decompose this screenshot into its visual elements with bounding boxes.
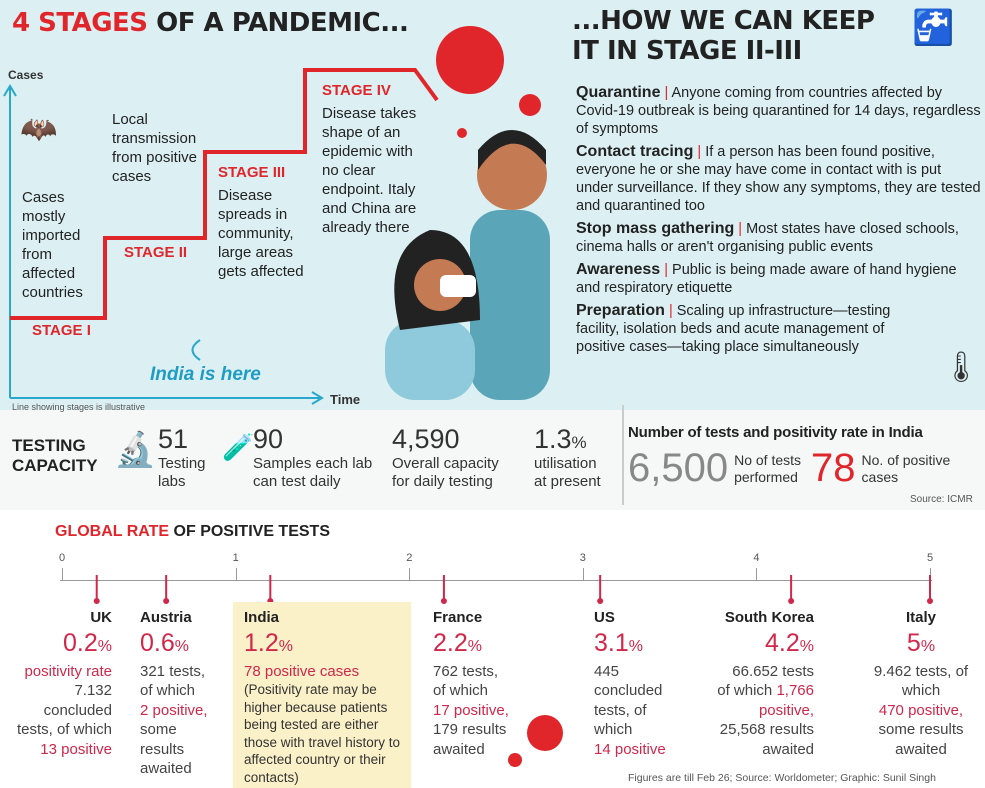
microscope-icon: 🔬 — [114, 431, 157, 469]
footer-source: Figures are till Feb 26; Source: Worldom… — [628, 772, 936, 784]
thermometer-icon: 🌡 — [942, 351, 981, 384]
stat-samples: 90 Samples each lab can test daily — [253, 424, 373, 490]
stage4-label: STAGE IV — [322, 82, 391, 99]
positive-label: No. of positive cases — [861, 452, 951, 485]
icmr-source: Source: ICMR — [910, 494, 973, 505]
tests-count: 6,500 — [628, 446, 729, 490]
stage-diagram — [3, 26, 550, 405]
divider — [622, 405, 624, 505]
stage1-text: Cases mostly imported from affected coun… — [22, 189, 83, 301]
axis-tick-label: 1 — [232, 552, 239, 564]
left-title: 4 STAGES OF A PANDEMIC... — [12, 8, 409, 38]
right-title: ...HOW WE CAN KEEP IT IN STAGE II-III — [572, 6, 875, 66]
testing-panel — [0, 410, 985, 510]
country-italy: Italy 5% 9.462 tests, of which 470 positive… — [873, 609, 969, 758]
y-axis-label: Cases — [8, 68, 44, 82]
rate-marker-italy — [927, 575, 933, 604]
stage2-label: STAGE II — [124, 244, 188, 261]
axis-tick — [409, 568, 411, 580]
measure-item: Contact tracing | If a person has been f… — [576, 143, 981, 214]
measures-list: Quarantine | Anyone coming from countrie… — [576, 84, 981, 356]
stage2-text: Local transmission from positive cases — [112, 111, 198, 185]
stage1-label: STAGE I — [32, 322, 91, 339]
tests-label: No of tests performed — [734, 452, 802, 485]
country-india: India 1.2% 78 positive cases (Positivity r… — [244, 609, 401, 785]
india-highlight-box — [233, 602, 411, 788]
stat-labs: 51 Testing labs — [158, 424, 206, 490]
axis-tick — [930, 568, 931, 580]
x-axis-label: Time — [330, 392, 361, 407]
handwash-icon: 🚰 — [912, 9, 955, 47]
axes — [3, 84, 324, 405]
measure-item: Awareness | Public is being made aware o… — [576, 261, 957, 296]
stage3-label: STAGE III — [218, 164, 286, 181]
stat-capacity: 4,590 Overall capacity for daily testing — [392, 424, 499, 490]
rate-marker-france — [440, 575, 447, 604]
people-illustration — [385, 130, 550, 400]
measure-item: Quarantine | Anyone coming from countrie… — [576, 84, 981, 137]
axis-tick-label: 4 — [753, 552, 760, 564]
axis-tick-label: 3 — [579, 552, 586, 564]
country-us: US 3.1% 445 concluded tests, of which 14 posi… — [594, 609, 666, 758]
virus-icon — [508, 715, 563, 767]
axis-tick — [582, 568, 584, 580]
global-title: GLOBAL RATE OF POSITIVE TESTS — [55, 523, 330, 540]
rate-marker-south-korea — [788, 575, 795, 604]
axis-tick-label: 5 — [927, 552, 934, 564]
bat-globe-icon: 🦇 — [20, 113, 58, 146]
stage3-text: Disease spreads in community, large area… — [218, 187, 304, 280]
rate-marker-austria — [163, 575, 170, 604]
stat-utilisation: 1.3% utilisation at present — [534, 424, 601, 490]
india-tests-row: 6,500 No of tests performed 78 No. of pos… — [628, 446, 950, 490]
axis-tick-label: 2 — [406, 552, 413, 564]
rate-axis — [60, 580, 932, 581]
axis-tick — [235, 568, 237, 580]
measure-item: Preparation | Scaling up infrastructure—… — [576, 302, 891, 355]
rate-markers — [93, 575, 933, 604]
country-uk: UK 0.2% positivity rate 7.132 concluded test… — [16, 609, 112, 758]
axis-tick — [756, 568, 758, 580]
country-austria: Austria 0.6% 321 tests, of which 2 positive… — [140, 609, 208, 777]
india-tests-title: Number of tests and positivity rate in I… — [628, 424, 923, 441]
country-france: France 2.2% 762 tests, of which 17 positive… — [433, 609, 509, 758]
india-here-label: India is here — [150, 364, 261, 385]
country-south-korea: South Korea 4.2% 66.652 tests of which 1,7… — [717, 609, 814, 758]
virus-icon — [436, 26, 541, 138]
measure-item: Stop mass gathering | Most states have c… — [576, 220, 959, 255]
rate-marker-us — [597, 575, 604, 604]
stage-line — [10, 68, 439, 320]
rate-marker-uk — [93, 575, 100, 604]
test-tube-icon: 🧪 — [222, 432, 255, 462]
stage4-text: Disease takes shape of an epidemic with … — [322, 105, 417, 236]
testing-capacity-title: TESTING CAPACITY — [12, 436, 98, 475]
positive-count: 78 — [811, 446, 856, 490]
axis-tick — [62, 568, 63, 580]
axis-tick-label: 0 — [59, 552, 66, 564]
illustrative-note: Line showing stages is illustrative — [12, 402, 146, 412]
rate-marker-india — [267, 575, 274, 604]
